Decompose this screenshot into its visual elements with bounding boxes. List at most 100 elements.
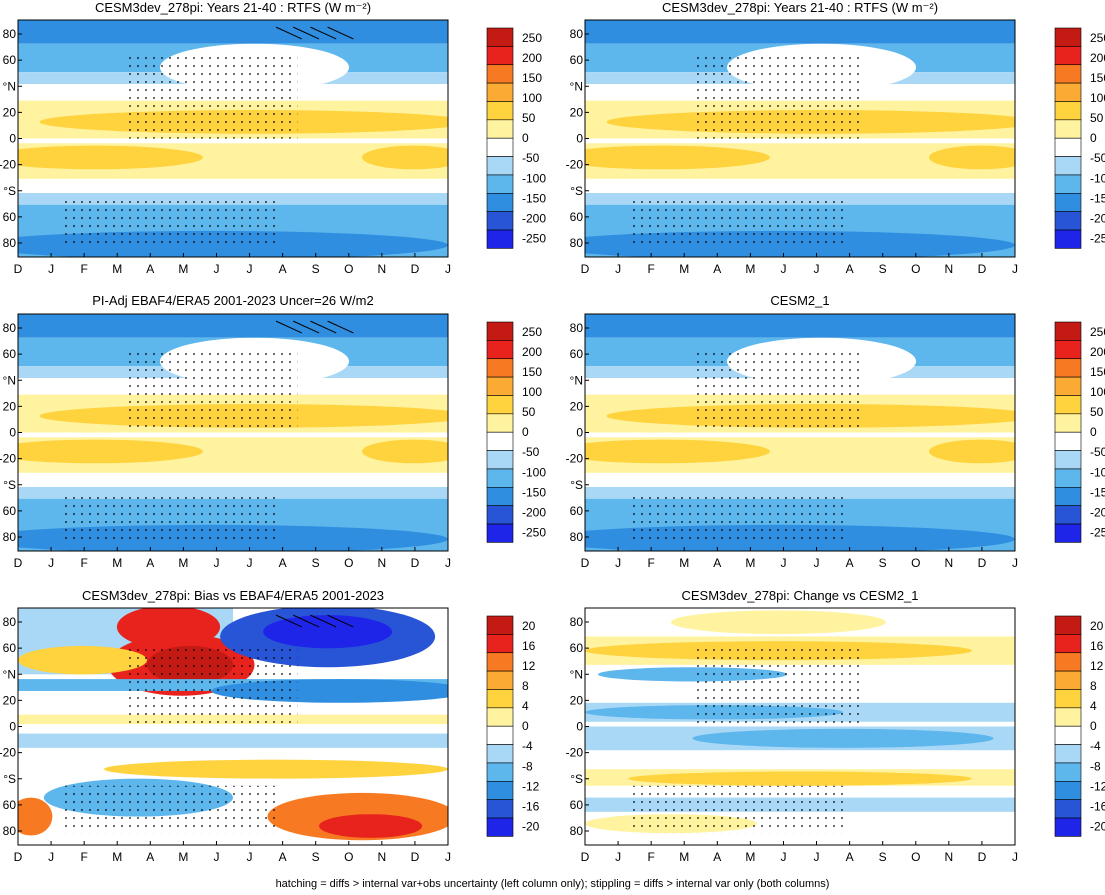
colorbar-label: 250 (1090, 31, 1105, 45)
colorbar-label: 12 (1090, 659, 1104, 673)
colorbar-label: 16 (522, 639, 536, 653)
y-tick-label: 20 (3, 693, 17, 707)
colorbar-swatch (486, 615, 514, 635)
y-tick-label: 60 (570, 53, 584, 67)
colorbar-label: 50 (1090, 111, 1104, 125)
colorbar: 20 16 12 8 4 0 -4 -8 -12 -16 -20 (486, 615, 540, 837)
panel-5: CESM3dev_278pi: Bias vs EBAF4/ERA5 2001-… (0, 588, 540, 864)
colorbar-swatch (486, 193, 514, 212)
colorbar-label: 0 (522, 719, 529, 733)
y-tick-label: °S (570, 184, 583, 198)
colorbar-label: -16 (1090, 799, 1105, 813)
y-tick-label: 80 (3, 530, 17, 544)
x-tick-label: M (745, 262, 755, 276)
colorbar-swatch (1054, 505, 1082, 525)
colorbar-swatch (1054, 376, 1082, 396)
colorbar-label: -150 (522, 191, 546, 205)
colorbar-label: 20 (522, 619, 536, 633)
colorbar-swatch (1054, 340, 1082, 360)
colorbar: 250 200 150 100 50 0 -50 -100 -150 -200 -250 (1054, 27, 1105, 249)
x-tick-label: J (1012, 850, 1018, 864)
x-tick-label: N (945, 850, 954, 864)
colorbar-swatch (1054, 174, 1082, 194)
colorbar-label: 4 (522, 699, 529, 713)
colorbar-label: 200 (522, 345, 542, 359)
colorbar-label: 100 (522, 91, 542, 105)
x-tick-label: J (814, 850, 820, 864)
colorbar-swatch (1054, 468, 1082, 488)
x-tick-label: F (80, 262, 87, 276)
x-tick-label: J (780, 556, 786, 570)
y-tick-label: 80 (570, 27, 584, 41)
y-tick-label: 60 (570, 641, 584, 655)
y-tick-label: 20 (570, 105, 584, 119)
colorbar-swatch (1054, 358, 1082, 378)
colorbar-label: -250 (522, 231, 546, 245)
x-tick-label: J (213, 850, 219, 864)
colorbar-swatch (1054, 395, 1082, 415)
colorbar-label: 250 (522, 325, 542, 339)
colorbar-swatch (486, 634, 514, 654)
colorbar-label: 50 (1090, 405, 1104, 419)
x-tick-label: N (945, 556, 954, 570)
x-tick-label: O (911, 556, 920, 570)
colorbar-label: 150 (1090, 71, 1105, 85)
x-tick-label: J (48, 850, 54, 864)
y-tick-label: 20 (3, 399, 17, 413)
colorbar-label: 100 (1090, 385, 1105, 399)
y-tick-label: 20 (570, 693, 584, 707)
colorbar-swatch (486, 413, 514, 433)
x-tick-label: O (344, 262, 353, 276)
panel-1: CESM3dev_278pi: Years 21-40 : RTFS (W m⁻… (0, 0, 546, 276)
colorbar-label: -150 (522, 485, 546, 499)
x-tick-label: N (378, 556, 387, 570)
y-tick-label: 80 (3, 321, 17, 335)
y-tick-label: °S (3, 772, 16, 786)
colorbar-label: 150 (522, 365, 542, 379)
colorbar-swatch (486, 744, 514, 764)
colorbar-swatch (486, 505, 514, 525)
colorbar-swatch (486, 137, 514, 157)
y-tick-label: 0 (9, 132, 16, 146)
colorbar-label: -8 (522, 759, 533, 773)
colorbar-label: 12 (522, 659, 536, 673)
y-tick-label: 60 (570, 347, 584, 361)
x-tick-label: M (745, 556, 755, 570)
y-tick-label: -20 (566, 158, 584, 172)
y-tick-label: 60 (3, 347, 17, 361)
colorbar-label: -100 (1090, 465, 1105, 479)
colorbar-label: -16 (522, 799, 540, 813)
colorbar-swatch (486, 82, 514, 102)
panel-2: CESM3dev_278pi: Years 21-40 : RTFS (W m⁻… (566, 0, 1105, 276)
colorbar-label: -12 (1090, 779, 1105, 793)
x-tick-label: D (978, 850, 987, 864)
x-tick-label: J (48, 556, 54, 570)
y-tick-label: 60 (3, 210, 17, 224)
x-tick-label: M (679, 850, 689, 864)
colorbar-label: 100 (1090, 91, 1105, 105)
colorbar-label: -4 (522, 739, 533, 753)
y-tick-label: °S (3, 184, 16, 198)
colorbar-label: -50 (522, 151, 540, 165)
colorbar-swatch (486, 174, 514, 194)
x-tick-label: D (978, 556, 987, 570)
panel-title: CESM3dev_278pi: Years 21-40 : RTFS (W m⁻… (95, 0, 371, 15)
colorbar-label: 8 (1090, 679, 1097, 693)
colorbar-swatch (1054, 46, 1082, 66)
colorbar-swatch (1054, 799, 1082, 819)
x-tick-label: J (247, 262, 253, 276)
colorbar-label: 8 (522, 679, 529, 693)
x-tick-label: J (615, 556, 621, 570)
x-tick-label: D (14, 850, 23, 864)
colorbar-swatch (486, 523, 514, 543)
x-tick-label: M (178, 262, 188, 276)
x-tick-label: A (279, 556, 287, 570)
colorbar-label: -50 (522, 445, 540, 459)
colorbar: 250 200 150 100 50 0 -50 -100 -150 -200 -250 (486, 27, 546, 249)
colorbar: 250 200 150 100 50 0 -50 -100 -150 -200 -250 (486, 321, 546, 543)
y-tick-label: 60 (570, 798, 584, 812)
y-tick-label: °N (3, 373, 16, 387)
colorbar-label: -20 (522, 819, 540, 833)
x-tick-label: J (814, 262, 820, 276)
